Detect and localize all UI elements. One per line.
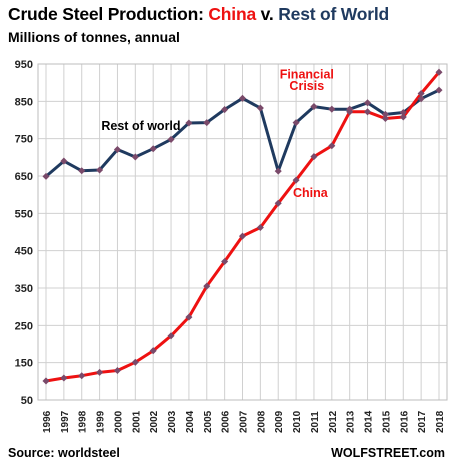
data-point-rest-of-world-2000: [113, 145, 121, 154]
data-point-rest-of-world-2002: [149, 145, 157, 153]
x-tick-label-1997: 1997: [60, 410, 71, 433]
data-point-china-2001: [131, 358, 139, 366]
x-tick-label-2008: 2008: [256, 410, 267, 433]
x-tick-label-2012: 2012: [328, 410, 339, 433]
y-tick-label-850: 850: [15, 96, 33, 108]
data-point-china-2008: [256, 223, 264, 232]
y-tick-label-350: 350: [15, 283, 33, 295]
data-point-china-2016: [399, 113, 407, 121]
y-tick-label-150: 150: [15, 358, 33, 370]
annotation-crisis: Crisis: [289, 79, 324, 93]
data-point-china-2018: [435, 68, 443, 76]
plot-frame: [37, 63, 448, 401]
data-point-rest-of-world-2012: [328, 105, 336, 113]
data-point-rest-of-world-1997: [60, 157, 68, 165]
brand-logo-text: WOLFSTREET.com: [331, 446, 445, 460]
data-point-rest-of-world-1999: [96, 166, 104, 174]
data-point-china-1998: [78, 372, 86, 380]
data-point-china-1996: [42, 377, 50, 385]
data-point-rest-of-world-2009: [274, 167, 282, 175]
data-point-china-2011: [310, 153, 318, 161]
data-point-china-2002: [149, 347, 157, 355]
x-tick-label-2005: 2005: [203, 410, 214, 433]
data-point-china-2004: [185, 313, 193, 321]
data-point-china-2014: [364, 108, 372, 116]
data-point-china-2000: [113, 366, 121, 375]
y-tick-label-950: 950: [15, 59, 33, 71]
annotation-china: China: [293, 186, 329, 200]
x-tick-label-2011: 2011: [310, 411, 321, 433]
x-tick-label-2003: 2003: [167, 410, 178, 433]
data-point-china-1999: [96, 368, 104, 376]
title-china: China: [208, 4, 256, 24]
data-point-rest-of-world-1998: [78, 167, 86, 175]
data-point-china-2015: [381, 114, 389, 123]
x-tick-label-2000: 2000: [113, 410, 124, 433]
data-point-rest-of-world-2014: [364, 99, 372, 107]
y-tick-label-750: 750: [15, 134, 33, 146]
title-part-1: Crude Steel Production:: [8, 4, 209, 24]
data-point-china-1997: [60, 374, 68, 382]
source-note: Source: worldsteel: [8, 446, 120, 460]
chart-subtitle: Millions of tonnes, annual: [8, 29, 180, 45]
x-tick-label-1996: 1996: [42, 410, 53, 433]
data-point-rest-of-world-2004: [185, 119, 193, 127]
x-tick-label-1999: 1999: [96, 410, 107, 433]
axis-layer: 50 150 250 350 450 550 650 750 850 950 1996 1997 199…: [15, 59, 446, 433]
x-tick-label-2009: 2009: [274, 410, 285, 433]
y-tick-label-550: 550: [15, 208, 33, 220]
series-layer: [42, 68, 443, 385]
x-tick-label-2013: 2013: [346, 410, 357, 433]
data-point-rest-of-world-2005: [203, 119, 211, 127]
y-tick-label-650: 650: [15, 171, 33, 183]
y-tick-label-50: 50: [21, 395, 33, 407]
y-tick-label-250: 250: [15, 320, 33, 332]
data-point-china-2010: [292, 176, 300, 184]
x-tick-label-2001: 2001: [131, 410, 142, 433]
data-point-rest-of-world-2008: [256, 104, 264, 112]
data-point-rest-of-world-2016: [399, 108, 407, 117]
x-tick-label-2006: 2006: [221, 410, 232, 433]
data-point-rest-of-world-2003: [167, 135, 175, 143]
data-point-rest-of-world-2006: [221, 106, 229, 114]
x-tick-label-2002: 2002: [149, 410, 160, 433]
data-point-rest-of-world-2001: [131, 153, 139, 161]
data-point-rest-of-world-2007: [238, 94, 247, 102]
data-point-china-2007: [238, 232, 247, 240]
data-point-rest-of-world-2010: [292, 119, 300, 127]
x-tick-label-2015: 2015: [381, 410, 392, 433]
data-point-china-2017: [417, 89, 425, 98]
data-point-rest-of-world-2017: [417, 95, 425, 103]
data-point-china-2006: [221, 257, 229, 266]
data-point-china-2005: [203, 282, 211, 290]
title-part-2: v.: [255, 4, 279, 24]
x-tick-label-2007: 2007: [239, 410, 250, 433]
x-tick-label-1998: 1998: [78, 410, 89, 433]
x-tick-label-2017: 2017: [417, 410, 428, 433]
data-point-rest-of-world-2011: [310, 103, 318, 111]
data-point-china-2009: [274, 199, 282, 207]
grid-layer: [37, 63, 448, 401]
annotation-rest-of-world: Rest of world: [101, 119, 180, 133]
x-tick-label-2018: 2018: [435, 410, 446, 433]
x-tick-label-2010: 2010: [292, 410, 303, 433]
x-tick-label-2004: 2004: [185, 410, 196, 433]
data-point-china-2013: [346, 108, 354, 116]
data-point-rest-of-world-2018: [435, 86, 443, 94]
chart-title: Crude Steel Production: China v. Rest of…: [8, 4, 389, 25]
data-point-rest-of-world-1996: [42, 172, 50, 180]
data-point-rest-of-world-2015: [381, 110, 389, 118]
annotation-financial: Financial: [280, 68, 334, 82]
title-rest-of-world: Rest of World: [278, 4, 390, 24]
x-tick-label-2016: 2016: [399, 410, 410, 433]
data-point-china-2012: [328, 142, 336, 150]
data-point-china-2003: [167, 332, 175, 340]
x-tick-label-2014: 2014: [364, 410, 375, 433]
y-tick-label-450: 450: [15, 246, 33, 258]
